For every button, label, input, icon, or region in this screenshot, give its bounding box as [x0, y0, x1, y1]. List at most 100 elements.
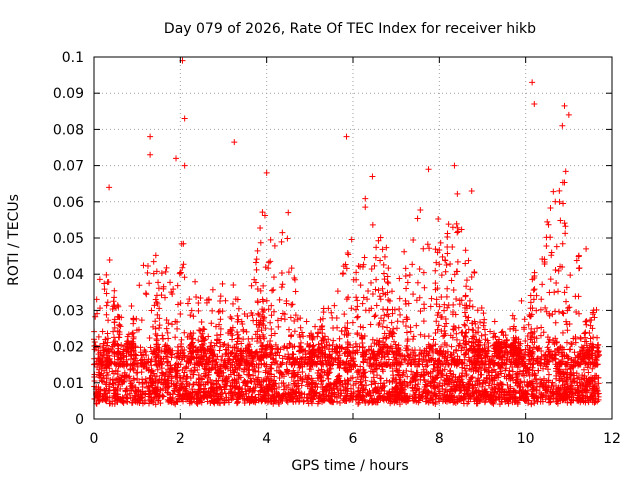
- data-point: [380, 368, 387, 375]
- data-point: [325, 393, 332, 400]
- data-point: [443, 293, 450, 300]
- data-point: [553, 243, 560, 250]
- data-point: [424, 395, 431, 402]
- data-point: [437, 394, 444, 401]
- data-point: [465, 354, 472, 361]
- data-point: [440, 348, 447, 355]
- data-point: [229, 383, 236, 390]
- data-point: [235, 305, 242, 312]
- data-point: [478, 365, 485, 372]
- data-point: [461, 321, 468, 328]
- data-point: [438, 360, 445, 367]
- data-point: [254, 348, 261, 355]
- data-point: [279, 355, 286, 362]
- data-point: [402, 273, 409, 280]
- data-point: [432, 286, 439, 293]
- data-point: [400, 369, 407, 376]
- data-point: [209, 286, 216, 293]
- data-point: [234, 296, 241, 303]
- data-point: [438, 328, 445, 335]
- data-point: [153, 292, 160, 299]
- data-point: [421, 284, 428, 291]
- data-point: [412, 353, 419, 360]
- data-point: [106, 394, 113, 401]
- data-point: [309, 335, 316, 342]
- data-point: [227, 313, 234, 320]
- data-point: [262, 325, 269, 332]
- data-point: [444, 243, 451, 250]
- data-point: [531, 286, 538, 293]
- data-point: [243, 390, 250, 397]
- data-point: [204, 390, 211, 397]
- data-point: [565, 304, 572, 311]
- data-point: [469, 361, 476, 368]
- data-point: [319, 315, 326, 322]
- data-point: [450, 309, 457, 316]
- data-point: [160, 393, 167, 400]
- data-point: [375, 321, 382, 328]
- data-point: [261, 360, 268, 367]
- data-point: [307, 349, 314, 356]
- data-point: [436, 357, 443, 364]
- data-point: [589, 365, 596, 372]
- data-point: [559, 240, 566, 247]
- data-point: [531, 101, 538, 108]
- data-point: [518, 356, 525, 363]
- data-point: [591, 399, 598, 406]
- data-point: [179, 264, 186, 271]
- data-point: [96, 397, 103, 404]
- data-point: [315, 348, 322, 355]
- data-point: [255, 311, 262, 318]
- data-point: [404, 336, 411, 343]
- data-point: [566, 304, 573, 311]
- data-point: [91, 396, 98, 403]
- data-point: [407, 393, 414, 400]
- data-point: [259, 397, 266, 404]
- data-point: [326, 398, 333, 405]
- data-point: [195, 360, 202, 367]
- data-point: [278, 393, 285, 400]
- data-point: [114, 356, 121, 363]
- data-point: [267, 377, 274, 384]
- data-point: [254, 247, 261, 254]
- data-point: [574, 354, 581, 361]
- data-point: [334, 288, 341, 295]
- data-point: [188, 347, 195, 354]
- data-point: [421, 383, 428, 390]
- data-point: [449, 392, 456, 399]
- data-point: [296, 331, 303, 338]
- data-point: [395, 369, 402, 376]
- data-point: [142, 375, 149, 382]
- data-point: [123, 353, 130, 360]
- data-point: [341, 377, 348, 384]
- data-point: [257, 224, 264, 231]
- data-point: [468, 273, 475, 280]
- data-point: [352, 306, 359, 313]
- data-point: [163, 264, 170, 271]
- data-point: [297, 344, 304, 351]
- data-point: [471, 269, 478, 276]
- data-point: [479, 383, 486, 390]
- data-point: [277, 346, 284, 353]
- data-point: [283, 366, 290, 373]
- data-point: [559, 344, 566, 351]
- data-point: [259, 320, 266, 327]
- data-point: [315, 330, 322, 337]
- data-point: [162, 342, 169, 349]
- data-point: [390, 375, 397, 382]
- data-point: [117, 385, 124, 392]
- data-point: [439, 253, 446, 260]
- data-point: [115, 381, 122, 388]
- data-point: [285, 326, 292, 333]
- data-point: [449, 224, 456, 231]
- data-point: [592, 395, 599, 402]
- data-point: [145, 359, 152, 366]
- data-point: [347, 392, 354, 399]
- data-point: [240, 326, 247, 333]
- data-point: [217, 343, 224, 350]
- x-tick-label: 0: [90, 431, 99, 447]
- data-point: [420, 245, 427, 252]
- data-point: [304, 360, 311, 367]
- data-point: [130, 315, 137, 322]
- data-point: [201, 370, 208, 377]
